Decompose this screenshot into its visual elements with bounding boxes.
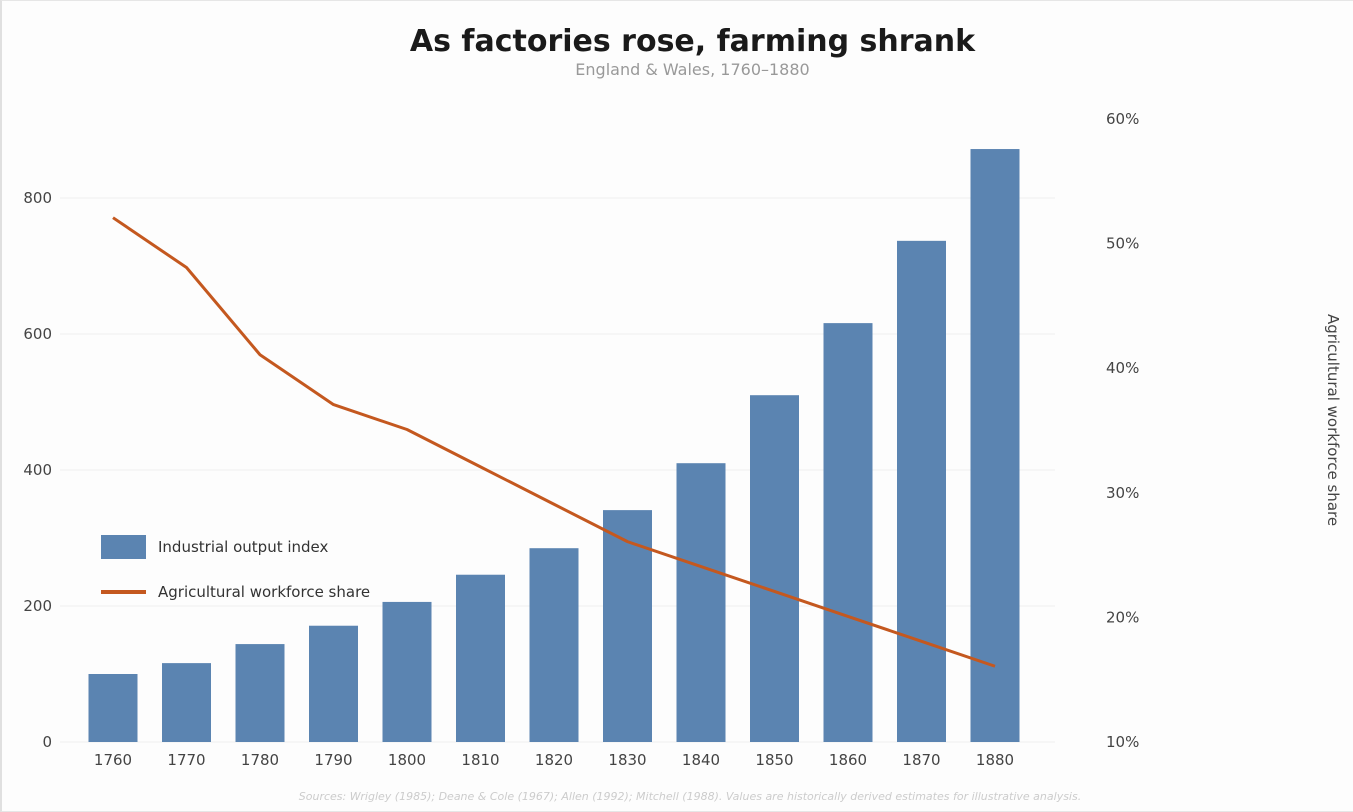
bar-1810 (456, 574, 505, 742)
bar-1880 (970, 149, 1020, 743)
legend-label-line: Agricultural workforce share (158, 583, 370, 601)
left-tick-label: 600 (23, 325, 52, 343)
right-tick-label: 20% (1106, 608, 1139, 626)
bar-1790 (309, 625, 358, 742)
x-tick-label: 1850 (755, 751, 793, 769)
legend-label-bars: Industrial output index (158, 538, 329, 556)
right-tick-label: 60% (1106, 110, 1139, 128)
x-tick-label: 1790 (314, 751, 352, 769)
x-tick-label: 1800 (388, 751, 426, 769)
x-tick-label: 1820 (535, 751, 573, 769)
x-tick-label: 1760 (94, 751, 132, 769)
right-axis-label: Agricultural workforce share (1324, 314, 1342, 526)
x-tick-label: 1840 (682, 751, 720, 769)
x-tick-label: 1770 (167, 751, 205, 769)
bar-1840 (676, 463, 726, 742)
chart-title: As factories rose, farming shrank (409, 24, 976, 59)
left-tick-label: 400 (23, 461, 52, 479)
x-tick-label: 1830 (608, 751, 646, 769)
bar-1760 (88, 674, 138, 742)
left-tick-label: 200 (23, 597, 52, 615)
bar-1850 (750, 395, 799, 742)
x-tick-label: 1860 (829, 751, 867, 769)
left-tick-label: 0 (42, 733, 52, 751)
bar-1800 (382, 601, 432, 742)
bar-1830 (603, 510, 652, 742)
bar-1770 (162, 663, 211, 742)
x-tick-label: 1810 (461, 751, 499, 769)
bar-1820 (529, 548, 579, 742)
bar-1860 (823, 323, 873, 742)
bar-1780 (235, 644, 285, 742)
left-tick-label: 800 (23, 189, 52, 207)
right-tick-label: 40% (1106, 359, 1139, 377)
right-tick-label: 30% (1106, 484, 1139, 502)
bar-1870 (897, 240, 946, 742)
source-note: Sources: Wrigley (1985); Deane & Cole (1… (299, 790, 1081, 803)
legend: Industrial output index Agricultural wor… (101, 535, 370, 601)
legend-swatch-bars (101, 535, 146, 559)
x-tick-label: 1780 (241, 751, 279, 769)
x-tick-label: 1870 (902, 751, 940, 769)
right-tick-label: 50% (1106, 235, 1139, 253)
right-tick-label: 10% (1106, 733, 1139, 751)
x-tick-label: 1880 (976, 751, 1014, 769)
chart-subtitle: England & Wales, 1760–1880 (575, 60, 810, 79)
